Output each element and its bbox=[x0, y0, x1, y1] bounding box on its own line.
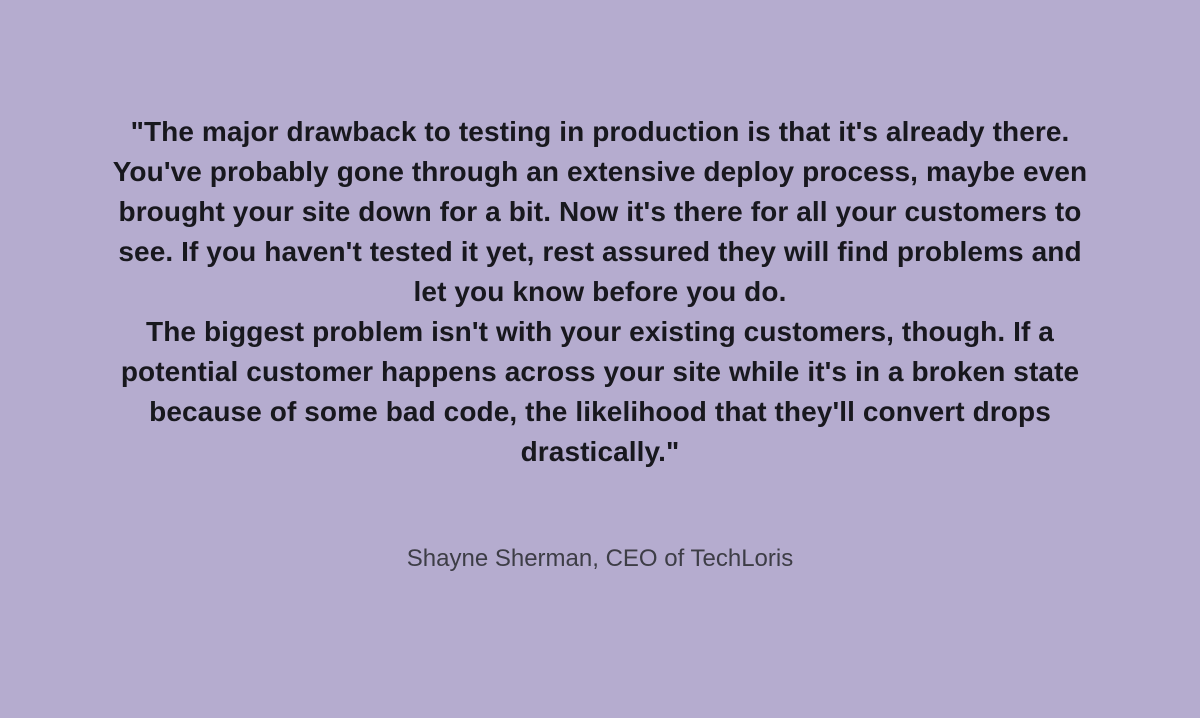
quote-paragraph-1: "The major drawback to testing in produc… bbox=[112, 116, 1088, 307]
quote-paragraph-2: The biggest problem isn't with your exis… bbox=[120, 316, 1080, 467]
quote-text: "The major drawback to testing in produc… bbox=[108, 112, 1093, 472]
quote-attribution: Shayne Sherman, CEO of TechLoris bbox=[406, 545, 794, 572]
